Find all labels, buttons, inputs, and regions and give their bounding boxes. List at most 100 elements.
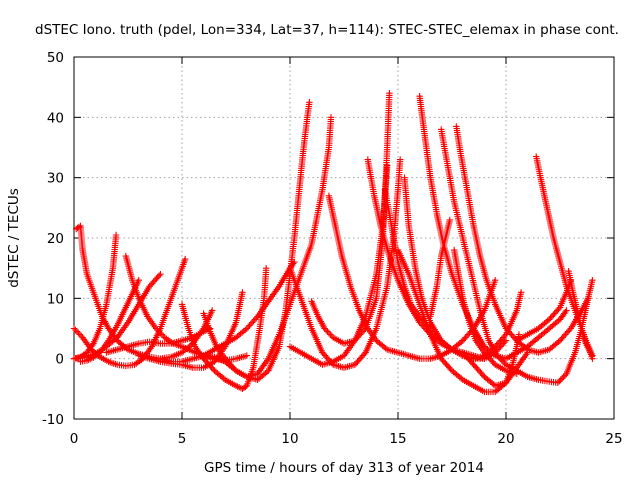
data-point-markers bbox=[556, 258, 570, 288]
x-tick-label: 25 bbox=[605, 431, 622, 447]
data-point-markers bbox=[254, 357, 271, 377]
x-tick-label: 0 bbox=[70, 431, 79, 447]
data-point-markers bbox=[468, 271, 483, 312]
data-point-markers bbox=[427, 174, 440, 215]
data-point-markers bbox=[537, 174, 550, 209]
y-tick-label: 0 bbox=[55, 352, 64, 368]
data-point-markers bbox=[206, 328, 219, 348]
data-point-markers bbox=[502, 366, 519, 386]
data-point-markers bbox=[254, 368, 271, 383]
data-point-markers bbox=[438, 337, 454, 352]
data-point-markers bbox=[476, 307, 492, 342]
data-point-markers bbox=[476, 252, 490, 282]
data-point-markers bbox=[211, 353, 227, 365]
y-tick-label: 50 bbox=[47, 50, 64, 66]
data-point-markers bbox=[308, 298, 321, 318]
data-point-markers bbox=[513, 289, 525, 314]
data-point-markers bbox=[168, 350, 184, 361]
data-point-markers bbox=[384, 90, 393, 151]
data-point-markers bbox=[459, 376, 475, 388]
data-point-markers bbox=[494, 352, 508, 367]
data-point-markers bbox=[412, 265, 425, 300]
data-point-markers bbox=[563, 351, 578, 377]
data-point-markers bbox=[513, 349, 531, 371]
data-point-markers bbox=[535, 326, 551, 341]
data-point-markers bbox=[438, 355, 454, 373]
data-point-markers bbox=[122, 252, 135, 282]
data-point-markers bbox=[77, 222, 86, 252]
y-tick-label: 20 bbox=[47, 231, 64, 247]
data-point-markers bbox=[546, 338, 562, 353]
data-point-markers bbox=[222, 376, 238, 388]
data-point-markers bbox=[308, 355, 324, 367]
data-point-markers bbox=[587, 349, 596, 362]
data-point-markers bbox=[131, 356, 145, 368]
data-point-markers bbox=[96, 353, 110, 364]
data-point-markers bbox=[122, 287, 137, 311]
data-point-markers bbox=[88, 283, 99, 300]
x-tick-label: 15 bbox=[389, 431, 406, 447]
data-point-markers bbox=[265, 333, 282, 362]
x-tick-label: 10 bbox=[281, 431, 298, 447]
data-point-markers bbox=[321, 325, 335, 340]
data-point-markers bbox=[407, 301, 422, 318]
data-point-markers bbox=[405, 271, 423, 306]
data-point-markers bbox=[178, 343, 195, 354]
data-point-markers bbox=[481, 373, 497, 388]
data-point-markers bbox=[135, 295, 150, 318]
data-point-markers bbox=[332, 222, 345, 258]
data-point-markers bbox=[90, 327, 103, 347]
data-point-markers bbox=[232, 352, 250, 362]
data-point-markers bbox=[386, 252, 401, 282]
data-point-markers bbox=[373, 285, 390, 332]
data-point-markers bbox=[114, 320, 130, 341]
data-point-markers bbox=[481, 343, 497, 358]
data-point-markers bbox=[295, 152, 306, 199]
data-point-markers bbox=[535, 376, 551, 385]
data-point-markers bbox=[416, 301, 433, 336]
data-point-markers bbox=[513, 344, 529, 356]
data-point-markers bbox=[232, 326, 249, 341]
data-point-markers bbox=[330, 353, 346, 365]
data-point-markers bbox=[146, 271, 164, 290]
data-point-markers bbox=[304, 99, 313, 121]
x-tick-labels: 0 5 10 15 20 25 bbox=[70, 431, 623, 447]
data-point-markers bbox=[265, 284, 282, 305]
data-point-markers bbox=[433, 255, 445, 290]
data-point-markers bbox=[291, 194, 302, 242]
data-point-markers bbox=[254, 299, 271, 320]
data-point-markers bbox=[178, 301, 192, 330]
data-point-markers bbox=[103, 267, 116, 308]
data-point-markers bbox=[381, 186, 395, 227]
data-point-markers bbox=[265, 345, 282, 374]
data-series bbox=[103, 325, 214, 356]
axis-ticks bbox=[73, 56, 615, 420]
data-point-markers bbox=[470, 361, 487, 379]
data-series bbox=[453, 123, 592, 356]
data-point-markers bbox=[394, 156, 404, 193]
data-point-markers bbox=[157, 303, 172, 332]
x-tick-label: 5 bbox=[178, 431, 187, 447]
data-point-markers bbox=[122, 361, 136, 370]
data-point-markers bbox=[103, 335, 119, 350]
data-series bbox=[533, 153, 596, 359]
data-point-markers bbox=[83, 355, 95, 364]
data-series bbox=[70, 231, 120, 362]
data-point-markers bbox=[405, 222, 419, 270]
data-point-markers bbox=[582, 340, 593, 354]
data-point-markers bbox=[70, 325, 85, 340]
data-point-markers bbox=[105, 324, 120, 344]
y-axis-label: dSTEC / TECUs bbox=[6, 188, 22, 288]
data-point-markers bbox=[96, 303, 110, 332]
data-point-markers bbox=[451, 198, 466, 240]
data-point-markers bbox=[351, 350, 368, 368]
data-point-markers bbox=[535, 317, 551, 332]
data-point-markers bbox=[466, 319, 479, 342]
data-point-markers bbox=[556, 307, 570, 323]
data-series bbox=[381, 186, 510, 362]
y-tick-label: 10 bbox=[47, 291, 64, 307]
data-point-markers bbox=[340, 339, 357, 359]
data-point-markers bbox=[92, 344, 108, 357]
data-point-markers bbox=[463, 186, 477, 227]
data-point-markers bbox=[135, 338, 151, 347]
